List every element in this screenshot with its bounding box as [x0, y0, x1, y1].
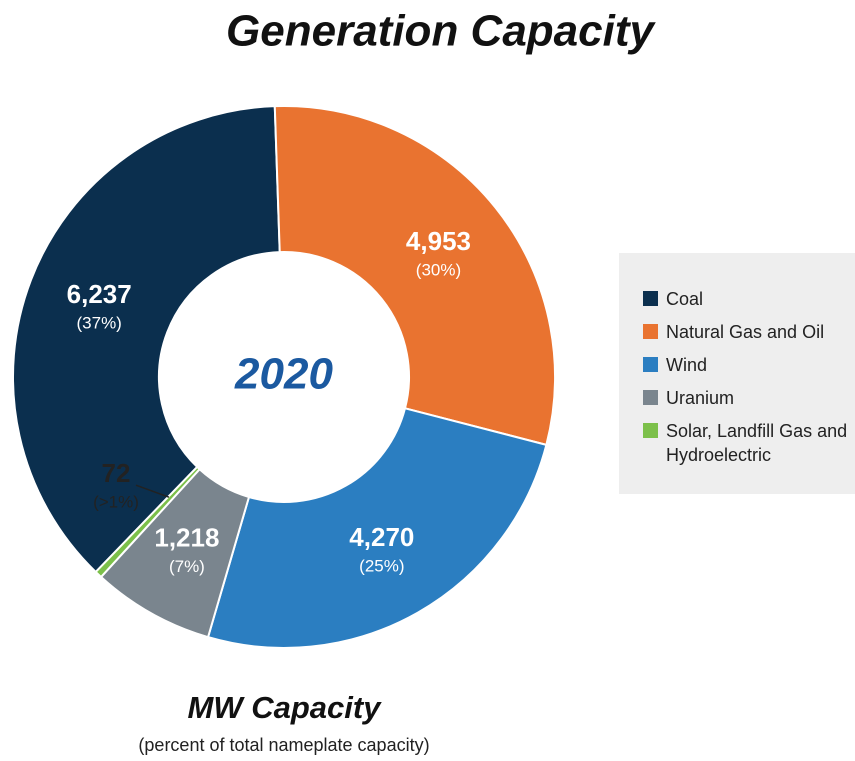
legend-item: Uranium: [643, 386, 855, 410]
legend: Coal Natural Gas and Oil Wind Uranium Solar,…: [619, 253, 855, 494]
legend-label: Wind: [666, 355, 708, 375]
legend-swatch: [643, 423, 658, 438]
value-label: 1,218: [154, 522, 219, 552]
legend-label: Solar, Landfill Gas and Hydroelectric: [666, 421, 848, 465]
legend-label: Uranium: [666, 388, 735, 408]
footer-subtitle: (percent of total nameplate capacity): [138, 735, 429, 755]
value-label: 4,270: [349, 522, 414, 552]
percent-label: (>1%): [93, 493, 139, 512]
center-label: 2020: [234, 350, 333, 399]
value-label: 72: [102, 458, 131, 488]
percent-label: (25%): [359, 557, 404, 576]
donut-slice: [273, 105, 556, 447]
legend-label: Natural Gas and Oil: [666, 322, 825, 342]
donut-slice: [206, 407, 548, 649]
legend-item: Coal: [643, 287, 855, 311]
leader-line: [135, 484, 170, 498]
donut-slice: [12, 105, 281, 574]
legend-swatch: [643, 291, 658, 306]
legend-item: Wind: [643, 353, 855, 377]
legend-item: Natural Gas and Oil: [643, 320, 855, 344]
footer-title: MW Capacity: [188, 690, 383, 725]
percent-label: (37%): [77, 313, 122, 332]
value-label: 4,953: [406, 226, 471, 256]
value-label: 6,237: [67, 279, 132, 309]
percent-label: (7%): [169, 557, 205, 576]
chart-title: Generation Capacity: [226, 7, 656, 56]
donut-slice: [94, 465, 202, 579]
legend-swatch: [643, 357, 658, 372]
percent-label: (30%): [416, 261, 461, 280]
legend-swatch: [643, 390, 658, 405]
legend-item: Solar, Landfill Gas and Hydroelectric: [643, 419, 855, 467]
legend-swatch: [643, 324, 658, 339]
legend-label: Coal: [666, 289, 704, 309]
